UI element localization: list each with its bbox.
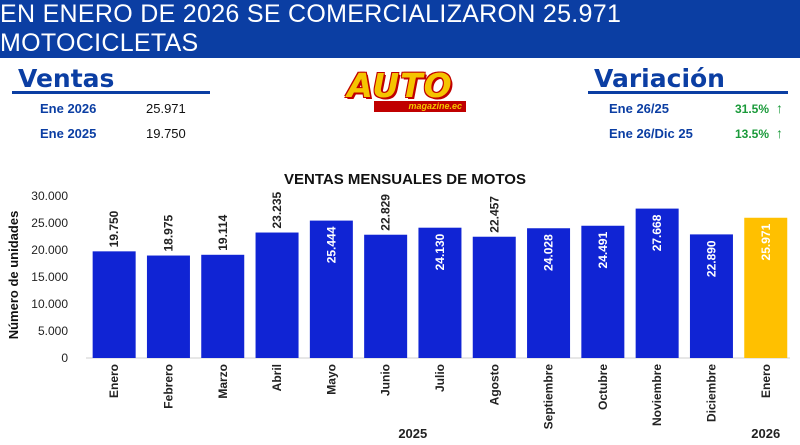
bar: [744, 217, 788, 358]
bar: [418, 227, 462, 358]
ventas-label-current: Ene 2026: [40, 101, 97, 116]
x-tick-label: Enero: [107, 364, 121, 398]
ventas-value-current: 25.971: [146, 101, 186, 116]
bar: [635, 208, 679, 358]
page-title-banner: EN ENERO DE 2026 SE COMERCIALIZARON 25.9…: [0, 0, 800, 58]
x-tick-label: Marzo: [216, 364, 230, 399]
logo-subtitle: magazine.ec: [374, 101, 466, 112]
variacion-value-mom: 13.5%: [735, 127, 770, 141]
bar: [581, 225, 625, 358]
bar: [309, 220, 353, 358]
page-title: EN ENERO DE 2026 SE COMERCIALIZARON 25.9…: [0, 0, 622, 57]
data-label: 27.668: [650, 214, 664, 251]
bar: [146, 255, 190, 358]
bar: [689, 234, 733, 358]
data-label: 19.750: [107, 210, 121, 247]
x-tick-label: Agosto: [487, 364, 501, 405]
bar: [364, 234, 408, 358]
y-tick-label: 25.000: [31, 216, 68, 230]
y-axis-label: Número de unidades: [6, 211, 21, 340]
x-group-label: 2026: [751, 426, 780, 441]
y-tick-label: 15.000: [31, 270, 68, 284]
x-tick-label: Julio: [433, 364, 447, 392]
data-label: 25.971: [759, 223, 773, 260]
x-group-label: 2025: [398, 426, 427, 441]
variacion-label-mom: Ene 26/Dic 25: [609, 126, 693, 141]
x-tick-label: Junio: [379, 364, 393, 396]
data-label: 18.975: [161, 215, 175, 252]
x-tick-label: Enero: [759, 364, 773, 398]
variacion-label-yoy: Ene 26/25: [609, 101, 669, 116]
up-arrow-icon: ↑: [776, 100, 783, 116]
bar: [201, 254, 245, 358]
ventas-title: Ventas: [18, 64, 115, 93]
auto-magazine-logo: AUTO magazine.ec: [334, 68, 466, 112]
x-tick-label: Mayo: [324, 364, 338, 395]
ventas-divider: [12, 91, 210, 94]
y-tick-label: 0: [61, 351, 68, 365]
bar: [472, 236, 516, 358]
up-arrow-icon: ↑: [776, 125, 783, 141]
data-label: 22.829: [379, 194, 393, 231]
y-tick-label: 5.000: [38, 324, 68, 338]
x-tick-label: Abril: [270, 364, 284, 391]
y-tick-label: 30.000: [31, 189, 68, 203]
data-label: 22.890: [704, 240, 718, 277]
variacion-divider: [588, 91, 788, 94]
variacion-value-yoy: 31.5%: [735, 102, 770, 116]
ventas-label-previous: Ene 2025: [40, 126, 97, 141]
chart-title: VENTAS MENSUALES DE MOTOS: [284, 171, 526, 188]
data-label: 22.457: [487, 196, 501, 233]
data-label: 24.491: [596, 231, 610, 268]
x-tick-label: Septiembre: [542, 364, 556, 430]
data-label: 24.130: [433, 233, 447, 270]
x-tick-label: Febrero: [161, 364, 175, 409]
data-label: 24.028: [542, 234, 556, 271]
ventas-value-previous: 19.750: [146, 126, 186, 141]
bar: [255, 232, 299, 358]
data-label: 23.235: [270, 192, 284, 229]
data-label: 25.444: [324, 226, 338, 263]
y-tick-label: 10.000: [31, 297, 68, 311]
x-tick-label: Diciembre: [704, 364, 718, 422]
data-label: 19.114: [216, 214, 230, 250]
variacion-title: Variación: [594, 64, 725, 93]
bar: [92, 251, 136, 358]
x-tick-label: Noviembre: [650, 364, 664, 426]
y-tick-label: 20.000: [31, 243, 68, 257]
bar: [527, 228, 571, 358]
x-tick-label: Octubre: [596, 364, 610, 410]
logo-wordmark: AUTO: [347, 66, 453, 105]
